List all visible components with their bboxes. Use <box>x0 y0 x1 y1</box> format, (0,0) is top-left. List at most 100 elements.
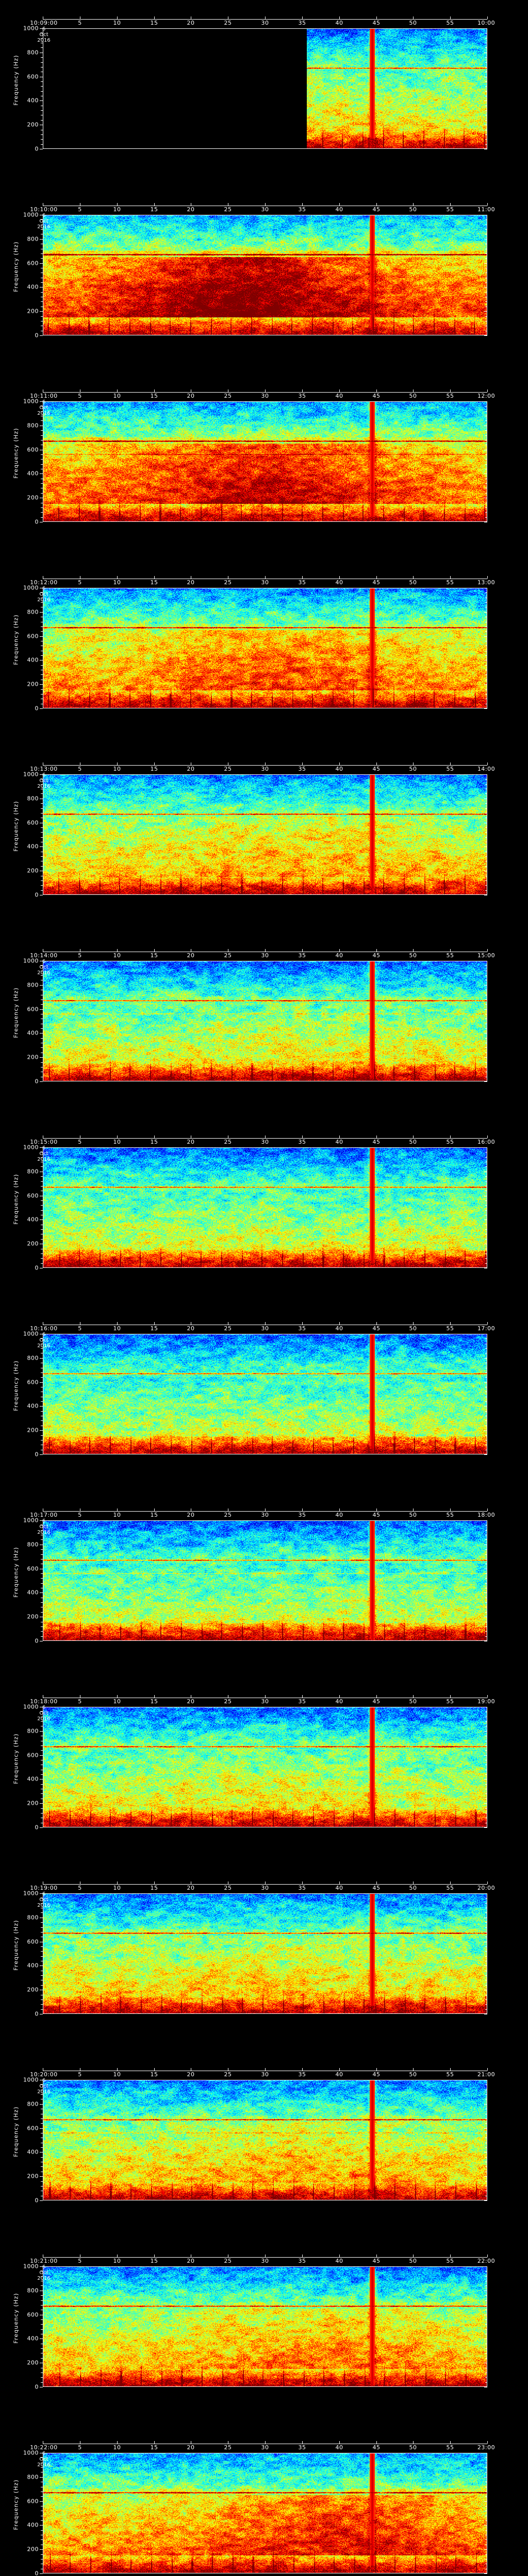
y-axis-minor-tick-right <box>485 1750 487 1751</box>
y-axis-tick-label: 600 <box>27 2125 39 2132</box>
spectrogram-panel: Frequency (Hz) 1000 800 600 400 200 0 5 10 15 20 25… <box>0 2244 528 2431</box>
y-axis-minor-tick-right <box>485 1338 487 1339</box>
y-axis-minor-tick-right <box>485 975 487 976</box>
x-axis-tick-label: 30 <box>261 20 269 26</box>
x-axis-tick-label: 40 <box>335 393 343 399</box>
x-axis-tick-mark <box>339 2255 340 2257</box>
y-axis-minor-tick-right <box>485 866 487 867</box>
x-axis-tick-mark <box>413 762 414 765</box>
x-axis-tick-mark <box>376 2068 377 2071</box>
x-axis-tick-mark <box>376 1882 377 1884</box>
y-axis-minor-tick <box>41 459 43 460</box>
y-axis-minor-tick <box>41 282 43 283</box>
x-axis-date-line: 6 <box>42 1705 46 1710</box>
x-axis-tick-mark <box>450 1695 451 1698</box>
x-axis-tick-label: 30 <box>261 1885 269 1891</box>
x-axis-tick-label: 15 <box>150 1885 158 1891</box>
y-axis-minor-tick-right <box>485 999 487 1000</box>
y-axis-minor-tick-right <box>485 1951 487 1952</box>
x-axis-date-line: 6 <box>42 1145 46 1151</box>
y-axis-tick-mark <box>40 1009 43 1010</box>
y-axis-minor-tick <box>41 1602 43 1603</box>
x-axis-tick-label: 15 <box>150 393 158 399</box>
spectrogram-image <box>43 1334 487 1454</box>
y-axis-tick-mark-right <box>484 985 487 986</box>
x-axis-tick-label: 30 <box>261 1139 269 1145</box>
x-axis-tick-label: 45 <box>372 2071 381 2078</box>
y-axis-minor-tick <box>41 464 43 465</box>
y-axis-minor-tick <box>41 2530 43 2531</box>
x-axis-tick-label: 50 <box>409 1139 417 1145</box>
y-axis-minor-tick <box>41 2300 43 2301</box>
y-axis-minor-tick-right <box>485 2123 487 2124</box>
y-axis-minor-tick-right <box>485 517 487 518</box>
y-axis-minor-tick-right <box>485 1062 487 1063</box>
y-axis-minor-tick-right <box>485 91 487 92</box>
y-axis-minor-tick-right <box>485 507 487 508</box>
y-axis-minor-tick-right <box>485 301 487 302</box>
y-axis-title: Frequency (Hz) <box>12 614 20 665</box>
spectrogram-image <box>43 28 487 149</box>
x-axis-tick-mark <box>450 1509 451 1511</box>
y-axis-tick-label: 1000 <box>23 1144 39 1151</box>
x-axis-start-time-label: 10:20:00 <box>30 2071 58 2078</box>
x-axis-tick-label: 5 <box>78 206 82 213</box>
y-axis-minor-tick <box>41 253 43 254</box>
x-axis-tick-label: 5 <box>78 1885 82 1891</box>
x-axis-tick-label: 30 <box>261 2444 269 2451</box>
x-axis-tick-mark <box>376 1695 377 1698</box>
y-axis-minor-tick-right <box>485 2084 487 2085</box>
x-axis-start-time-label: 10:12:00 <box>30 579 58 586</box>
y-axis-minor-tick-right <box>485 430 487 431</box>
x-axis-tick-mark <box>487 2255 488 2257</box>
y-axis-minor-tick-right <box>485 2285 487 2286</box>
y-axis-tick-mark <box>40 311 43 312</box>
x-axis-end-time-label: 21:00 <box>477 2071 496 2078</box>
spectrogram-panel: Frequency (Hz) 1000 800 600 400 200 0 5 10 15 20 25… <box>0 6 528 193</box>
y-axis-title: Frequency (Hz) <box>12 1360 20 1411</box>
y-axis-tick-mark <box>40 1219 43 1220</box>
x-axis-tick-mark <box>376 16 377 19</box>
x-axis-tick-label: 50 <box>409 2258 417 2264</box>
x-axis-date-line: Oct <box>39 2083 48 2089</box>
x-axis-tick-mark <box>376 203 377 206</box>
y-axis-minor-tick <box>41 2009 43 2010</box>
x-axis-tick-mark <box>265 203 266 206</box>
y-axis-tick-label: 200 <box>27 1986 39 1993</box>
y-axis-minor-tick-right <box>485 803 487 804</box>
y-axis-minor-tick-right <box>485 602 487 603</box>
y-axis-minor-tick <box>41 1047 43 1048</box>
y-axis-minor-tick <box>41 1348 43 1349</box>
x-axis-tick-mark <box>450 2255 451 2257</box>
x-axis-tick-label: 30 <box>261 2071 269 2078</box>
x-axis-date-line: 6 <box>42 2078 46 2083</box>
x-axis-tick-label: 15 <box>150 2444 158 2451</box>
y-axis-tick-label: 400 <box>27 656 39 664</box>
x-axis-tick-mark <box>450 576 451 579</box>
x-axis-ruler <box>43 392 487 393</box>
x-axis-end-time-label: 18:00 <box>477 1512 496 1518</box>
y-axis-minor-tick-right <box>485 1784 487 1785</box>
y-axis-tick-mark <box>40 684 43 685</box>
y-axis-minor-tick <box>41 2329 43 2330</box>
y-axis-minor-tick <box>41 1721 43 1722</box>
y-axis-minor-tick-right <box>485 2530 487 2531</box>
y-axis-minor-tick-right <box>485 1612 487 1613</box>
y-axis-tick-label: 1000 <box>23 25 39 32</box>
x-axis-tick-mark <box>376 1136 377 1138</box>
y-axis-minor-tick <box>41 62 43 63</box>
y-axis-tick-mark-right <box>484 846 487 847</box>
x-axis-tick-label: 10 <box>113 952 121 959</box>
y-axis-minor-tick <box>41 1903 43 1904</box>
y-axis-tick-mark-right <box>484 1430 487 1431</box>
x-axis-tick-label: 30 <box>261 1325 269 1332</box>
y-axis: Frequency (Hz) 1000 800 600 400 200 0 <box>0 399 43 525</box>
y-axis-tick-label: 1000 <box>23 957 39 964</box>
x-axis-tick-label: 25 <box>224 1698 232 1705</box>
y-axis-minor-tick <box>41 454 43 455</box>
y-axis-minor-tick <box>41 1028 43 1029</box>
y-axis-minor-tick-right <box>485 1028 487 1029</box>
x-axis-tick-mark <box>117 949 118 952</box>
y-axis-minor-tick-right <box>485 1525 487 1526</box>
y-axis-minor-tick <box>41 110 43 111</box>
